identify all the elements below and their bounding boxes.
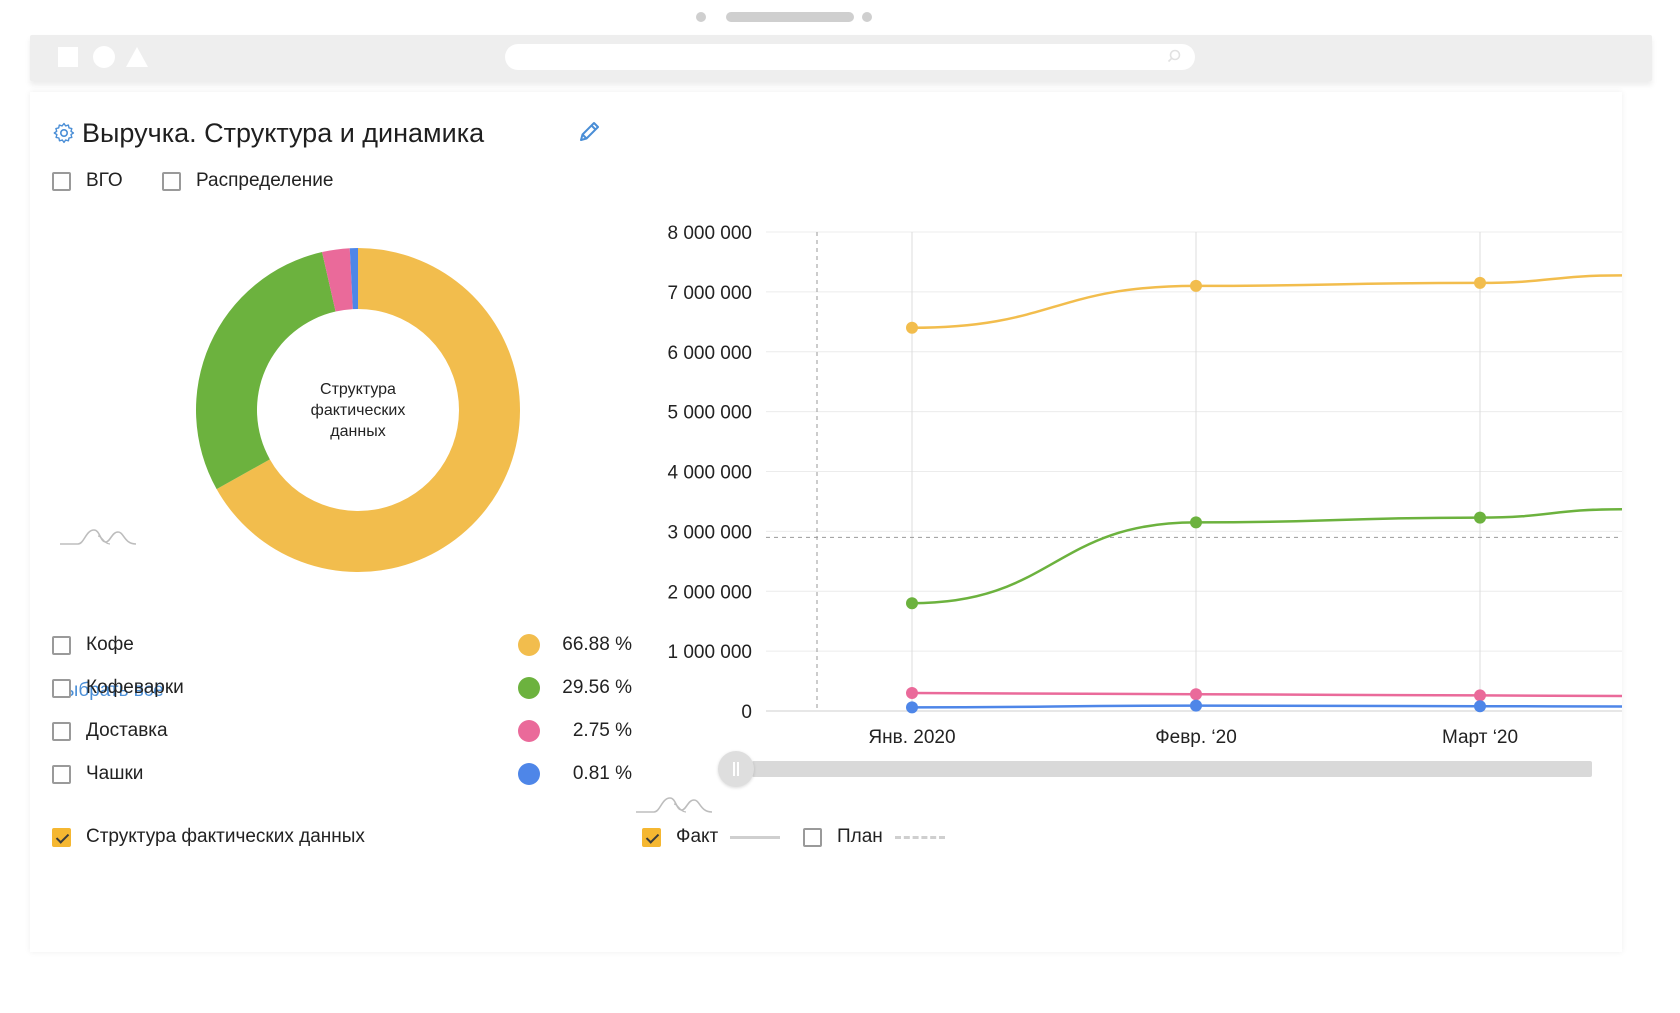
legend-percent: 2.75 % <box>572 720 632 741</box>
plan-checkbox[interactable] <box>803 827 822 847</box>
window-top-indicator <box>0 12 1680 24</box>
delivery-checkbox[interactable] <box>52 721 71 741</box>
plan-label: План <box>837 826 883 847</box>
legend-percent: 0.81 % <box>572 763 632 784</box>
legend-percent: 29.56 % <box>562 677 632 698</box>
range-slider-handle[interactable] <box>718 751 754 787</box>
distribution-checkbox[interactable] <box>162 171 181 191</box>
y-tick-label: 3 000 000 <box>667 522 752 543</box>
legend-label: Чашки <box>86 763 144 784</box>
range-slider-track[interactable] <box>752 761 1592 777</box>
revenue-line-chart: 0 1 000 000 2 000 000 3 000 000 4 000 000 5 0… <box>667 223 1622 748</box>
x-tick-label: Март ‘20 <box>1442 727 1518 748</box>
indicator-pill <box>726 12 854 22</box>
data-point-coffee <box>1474 276 1486 289</box>
pencil-icon[interactable] <box>575 118 603 146</box>
donut-svg <box>195 248 520 572</box>
fact-toggle[interactable]: Факт <box>642 826 781 848</box>
y-tick-label: 7 000 000 <box>667 283 752 304</box>
data-point-cups <box>1190 699 1202 712</box>
coffee-checkbox[interactable] <box>52 635 71 655</box>
structure-toggle[interactable]: Структура фактических данных <box>52 826 365 848</box>
y-tick-label: 0 <box>741 702 752 723</box>
data-point-delivery <box>1474 689 1486 702</box>
series-line-coffee <box>911 274 1622 330</box>
address-bar[interactable] <box>505 44 1195 70</box>
donut-slice-cups <box>349 248 358 310</box>
option-label: Распределение <box>196 170 334 191</box>
fact-checkbox[interactable] <box>642 827 661 847</box>
y-tick-label: 4 000 000 <box>667 463 752 484</box>
mountain-icon <box>60 529 137 545</box>
color-swatch <box>518 634 540 656</box>
gear-icon[interactable] <box>52 121 76 145</box>
structure-donut-chart: Структура фактических данных <box>178 230 538 590</box>
y-tick-label: 5 000 000 <box>667 403 752 424</box>
circle-shape-icon <box>93 46 115 68</box>
legend-percent: 66.88 % <box>562 634 632 655</box>
data-point-delivery <box>1190 688 1202 701</box>
y-tick-label: 2 000 000 <box>667 582 752 603</box>
y-tick-label: 6 000 000 <box>667 343 752 364</box>
vgo-checkbox[interactable] <box>52 171 71 191</box>
dashed-line-swatch <box>894 835 945 839</box>
indicator-dot <box>862 12 872 22</box>
structure-checkbox[interactable] <box>52 827 71 847</box>
legend-label: Кофеварки <box>86 677 184 698</box>
page-title: Выручка. Структура и динамика <box>82 117 485 148</box>
option-label: ВГО <box>86 170 123 191</box>
data-point-delivery <box>906 687 918 700</box>
option-vgo[interactable]: ВГО <box>52 170 123 192</box>
plan-toggle[interactable]: План <box>803 826 945 848</box>
mountain-icon <box>636 797 713 813</box>
legend-label: Доставка <box>86 720 168 741</box>
triangle-shape-icon <box>126 47 148 67</box>
square-shape-icon <box>58 47 78 67</box>
data-point-coffee-makers <box>1474 511 1486 524</box>
legend-item-delivery[interactable]: Доставка 2.75 % <box>52 718 632 744</box>
donut-slice-delivery <box>322 248 353 312</box>
x-tick-label: Янв. 2020 <box>868 727 955 748</box>
search-icon[interactable] <box>1167 49 1181 63</box>
color-swatch <box>518 677 540 699</box>
legend-item-coffee[interactable]: Кофе 66.88 % <box>52 632 632 658</box>
series-line-coffee-makers <box>911 507 1622 605</box>
structure-toggle-label: Структура фактических данных <box>86 826 365 847</box>
revenue-panel: Выручка. Структура и динамика ВГО Распре… <box>30 92 1622 952</box>
series-line-cups <box>911 704 1622 709</box>
panel-header: Выручка. Структура и динамика <box>52 118 484 148</box>
legend-item-coffee-makers[interactable]: Кофеварки 29.56 % <box>52 675 632 701</box>
fact-label: Факт <box>676 826 719 847</box>
data-point-cups <box>1474 700 1486 713</box>
coffee-makers-checkbox[interactable] <box>52 678 71 698</box>
data-point-coffee-makers <box>906 597 918 610</box>
data-point-coffee <box>1190 279 1202 292</box>
indicator-dot <box>696 12 706 22</box>
color-swatch <box>518 720 540 742</box>
browser-toolbar <box>30 35 1652 81</box>
solid-line-swatch <box>730 835 781 839</box>
legend-label: Кофе <box>86 634 134 655</box>
donut-slice-coffee <box>216 248 520 572</box>
select-all-link[interactable]: Выбрать всё <box>52 680 164 701</box>
x-tick-label: Февр. ‘20 <box>1155 727 1237 748</box>
donut-slice-coffee-makers <box>195 252 336 490</box>
option-distribution[interactable]: Распределение <box>162 170 333 192</box>
series-line-delivery <box>911 691 1622 698</box>
color-swatch <box>518 763 540 785</box>
data-point-coffee <box>906 321 918 334</box>
y-tick-label: 1 000 000 <box>667 642 752 663</box>
data-point-coffee-makers <box>1190 516 1202 529</box>
data-point-cups <box>906 701 918 714</box>
y-tick-label: 8 000 000 <box>667 223 752 244</box>
cups-checkbox[interactable] <box>52 764 71 784</box>
legend-item-cups[interactable]: Чашки 0.81 % <box>52 761 632 787</box>
